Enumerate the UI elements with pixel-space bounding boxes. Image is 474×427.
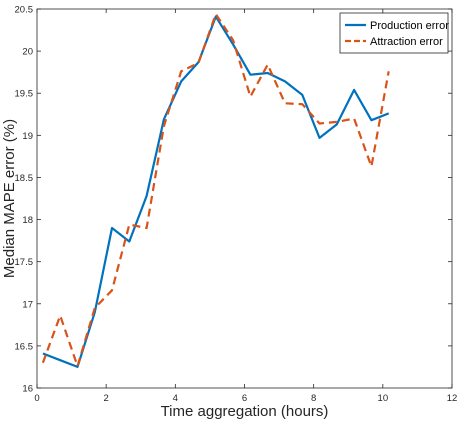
y-tick-label: 16 [22,384,33,395]
y-tick-label: 18.5 [15,173,34,184]
y-axis-label: Median MAPE error (%) [1,119,18,278]
x-tick-label: 12 [447,393,458,404]
y-tick-label: 17 [22,299,33,310]
y-tick-label: 18 [22,215,33,226]
series-line-attraction-error [41,13,390,368]
legend-label: Attraction error [370,36,443,48]
y-tick-label: 20.5 [15,5,34,16]
x-tick-label: 6 [242,393,247,404]
legend-label: Production error [370,20,449,32]
legend: Production error Attraction error [339,12,449,54]
y-tick-label: 19 [22,131,33,142]
y-tick-label: 19.5 [15,89,34,100]
y-tick-label: 16.5 [15,341,34,352]
x-tick-label: 0 [34,393,39,404]
x-axis-label: Time aggregation (hours) [161,403,329,420]
x-tick-label: 4 [173,393,178,404]
x-tick-label: 8 [311,393,316,404]
legend-box [339,12,449,54]
y-tick-label: 17.5 [15,257,34,268]
x-tick-label: 10 [378,393,389,404]
plot-area: 0 2 4 6 8 10 12 16 16.5 17 17.5 18 18.5 19 19.5 20 20.5 [15,5,458,405]
axes-box [36,8,453,389]
series-line-production-error [42,15,390,368]
x-tick-label: 2 [104,393,109,404]
y-tick-label: 20 [22,47,33,58]
